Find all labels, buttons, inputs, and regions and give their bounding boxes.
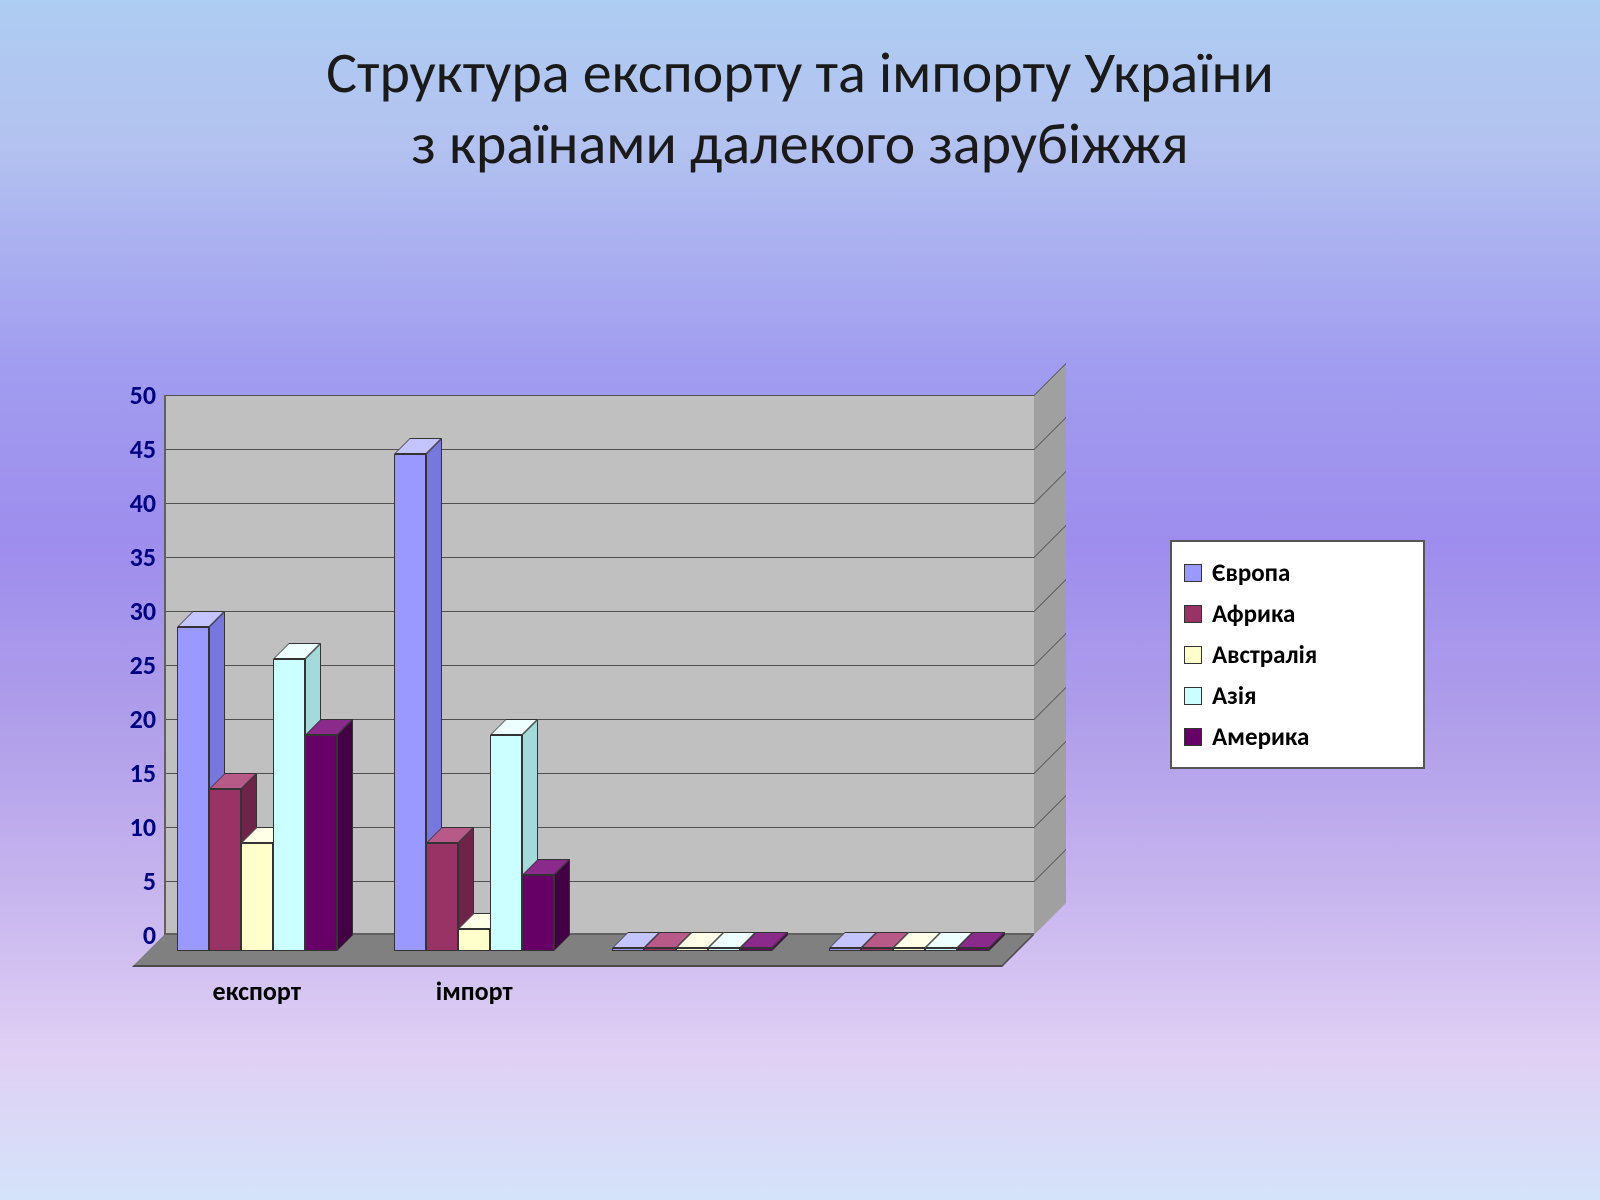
y-tick-label: 25 [130, 649, 156, 681]
legend-label: Америка [1212, 721, 1309, 752]
plot-area [164, 395, 1034, 935]
x-tick-label: експорт [213, 975, 301, 1007]
y-tick-label: 30 [130, 595, 156, 627]
legend: Європа Африка Австралія Азія Америка [1170, 540, 1425, 769]
y-tick-label: 10 [130, 811, 156, 843]
legend-swatch [1184, 564, 1202, 582]
legend-swatch [1184, 728, 1202, 746]
x-axis: експорт імпорт [164, 975, 1034, 1025]
legend-label: Європа [1212, 557, 1290, 588]
legend-swatch [1184, 646, 1202, 664]
y-tick-label: 20 [130, 703, 156, 735]
legend-label: Африка [1212, 598, 1295, 629]
page-title: Структура експорту та імпорту України з … [0, 0, 1600, 180]
title-line-2: з країнами далекого зарубіжжя [411, 108, 1188, 179]
legend-label: Австралія [1212, 639, 1317, 670]
legend-swatch [1184, 687, 1202, 705]
legend-item: Америка [1184, 716, 1411, 757]
legend-item: Європа [1184, 552, 1411, 593]
plot-floor [132, 935, 1034, 967]
y-axis: 05101520253035404550 [100, 395, 164, 935]
title-line-1: Структура експорту та імпорту України [326, 37, 1274, 108]
y-tick-label: 15 [130, 757, 156, 789]
y-tick-label: 40 [130, 487, 156, 519]
y-tick-label: 5 [143, 865, 156, 897]
plot-side-wall [1034, 363, 1066, 935]
legend-item: Азія [1184, 675, 1411, 716]
legend-label: Азія [1212, 680, 1256, 711]
legend-swatch [1184, 605, 1202, 623]
y-tick-label: 35 [130, 541, 156, 573]
y-tick-label: 50 [130, 379, 156, 411]
legend-item: Австралія [1184, 634, 1411, 675]
x-tick-label: імпорт [436, 975, 513, 1007]
y-tick-label: 45 [130, 433, 156, 465]
legend-item: Африка [1184, 593, 1411, 634]
